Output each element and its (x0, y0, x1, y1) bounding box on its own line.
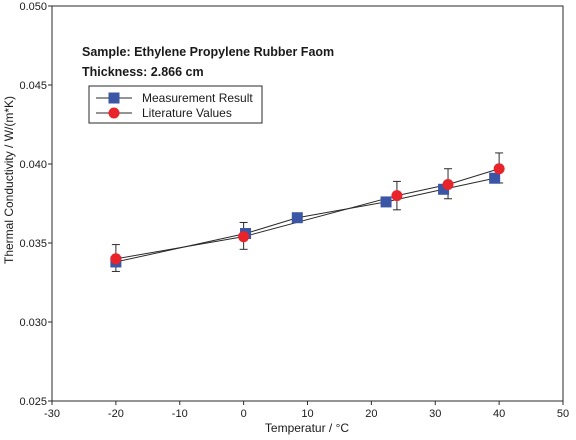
y-tick-label: 0.030 (19, 317, 47, 329)
x-tick-label: -30 (44, 408, 60, 420)
x-tick-label: 0 (241, 408, 247, 420)
data-point-measurement (291, 212, 303, 224)
legend-label-measurement: Measurement Result (142, 91, 253, 105)
x-tick-label: -20 (108, 408, 124, 420)
data-point-literature (110, 253, 122, 265)
y-axis-title: Thermal Conductivity / W/(m*K) (2, 96, 16, 264)
y-tick-label: 0.040 (19, 159, 47, 171)
data-point-measurement (380, 196, 392, 208)
x-tick-label: 10 (301, 408, 313, 420)
data-point-measurement (489, 172, 501, 184)
data-point-literature (493, 163, 505, 175)
x-tick-label: 30 (429, 408, 441, 420)
annotation-sample: Sample: Ethylene Propylene Rubber Faom (82, 45, 334, 59)
x-axis: -30 -20 -10 0 10 20 30 40 50 (44, 401, 569, 420)
data-point-measurement (438, 183, 450, 195)
legend-label-literature: Literature Values (142, 106, 232, 120)
legend-box (88, 85, 263, 124)
x-tick-label: 20 (365, 408, 377, 420)
legend: Measurement Result Literature Values (88, 85, 263, 124)
x-tick-label: 40 (493, 408, 505, 420)
data-point-literature (442, 179, 454, 191)
annotation-thickness: Thickness: 2.866 cm (82, 65, 204, 79)
x-tick-label: -10 (172, 408, 188, 420)
data-point-literature (391, 190, 403, 202)
x-tick-label: 50 (557, 408, 569, 420)
y-axis: 0.025 0.030 0.035 0.040 0.045 0.050 (19, 1, 52, 408)
y-tick-label: 0.050 (19, 1, 47, 13)
y-tick-label: 0.025 (19, 396, 47, 408)
x-axis-title: Temperatur / °C (265, 421, 349, 435)
data-point-literature (238, 231, 250, 243)
series-layer (110, 152, 505, 272)
y-tick-label: 0.045 (19, 80, 47, 92)
legend-marker-literature (108, 107, 120, 119)
y-tick-label: 0.035 (19, 238, 47, 250)
legend-marker-measurement (108, 92, 120, 104)
series-line-literature (115, 168, 500, 260)
